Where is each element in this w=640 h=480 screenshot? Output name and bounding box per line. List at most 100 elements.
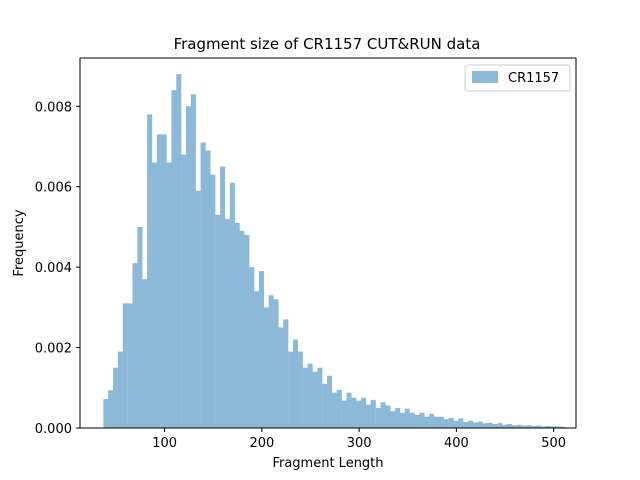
x-tick-label: 300 (347, 436, 372, 451)
histogram-bar (463, 421, 469, 428)
x-tick-label: 100 (152, 436, 177, 451)
histogram-bar (365, 404, 371, 428)
histogram-bar (443, 419, 449, 428)
histogram-bar (453, 420, 459, 428)
y-tick-label: 0.002 (35, 342, 72, 357)
histogram-bar (127, 303, 133, 428)
histogram-bar (346, 392, 352, 428)
histogram-bar (331, 392, 337, 428)
histogram-bar (108, 390, 114, 428)
histogram-bar (273, 299, 279, 428)
histogram-bar (122, 303, 128, 428)
histogram-bar (312, 371, 318, 428)
chart-title: Fragment size of CR1157 CUT&RUN data (174, 35, 481, 53)
histogram-bar (132, 263, 138, 428)
histogram-bar (492, 423, 498, 428)
bar-group (103, 74, 566, 429)
y-axis-ticks: 0.000 0.002 0.004 0.006 0.008 (35, 100, 80, 437)
histogram-bar (195, 190, 201, 428)
histogram-bar (341, 400, 347, 428)
histogram-bar (434, 416, 440, 428)
histogram-bar (229, 182, 235, 428)
histogram-bar (327, 375, 333, 428)
histogram-bar (526, 425, 532, 428)
histogram-bar (317, 367, 323, 428)
histogram-bar (477, 421, 483, 428)
histogram-bar (215, 214, 221, 428)
histogram-bar (487, 422, 493, 428)
histogram-bar (205, 150, 211, 428)
histogram-bar (424, 416, 430, 428)
y-tick-label: 0.008 (35, 100, 72, 115)
histogram-bar (176, 74, 182, 428)
histogram-bar (234, 222, 240, 428)
histogram-bar (117, 351, 123, 428)
histogram-bar (190, 94, 196, 428)
histogram-bar (142, 279, 148, 428)
histogram-bar (429, 413, 435, 428)
histogram-bar (244, 234, 250, 428)
histogram-bar (210, 174, 216, 428)
histogram-bar (468, 420, 474, 428)
histogram-bar (356, 400, 362, 428)
histogram-bar (268, 295, 274, 428)
y-axis-label: Frequency (12, 209, 27, 276)
histogram-bar (550, 426, 556, 428)
x-axis-label: Fragment Length (272, 456, 383, 471)
histogram-bar (380, 402, 386, 428)
histogram-bar (521, 425, 527, 428)
histogram-bar (336, 389, 342, 428)
histogram-bar (511, 425, 517, 428)
histogram-bar (224, 218, 230, 428)
legend: CR1157 (464, 64, 571, 92)
histogram-bar (171, 90, 177, 429)
histogram-bar (361, 397, 367, 428)
histogram-bar (404, 408, 410, 428)
histogram-bar (390, 411, 396, 428)
histogram-bar (263, 307, 269, 428)
histogram-bar (161, 134, 167, 428)
histogram-bar (409, 412, 415, 428)
histogram-bar (288, 351, 294, 428)
histogram-bar (472, 422, 478, 428)
histogram-bar (560, 426, 566, 428)
histogram-bar (307, 363, 313, 428)
histogram-bar (540, 426, 547, 428)
histogram-bar (351, 397, 357, 428)
histogram-bar (181, 154, 187, 428)
histogram-bar (419, 412, 425, 428)
histogram-bar (497, 423, 503, 428)
histogram-bar (395, 407, 401, 428)
x-tick-label: 200 (249, 436, 274, 451)
histogram-bar (545, 425, 551, 428)
histogram-bar (283, 319, 289, 428)
histogram-bar (302, 367, 308, 428)
histogram-bar (531, 425, 537, 428)
histogram-bar (536, 425, 542, 428)
plot-area-frame (79, 57, 577, 429)
histogram-bar (448, 417, 454, 428)
histogram-bar (249, 267, 255, 428)
y-tick-label: 0.004 (35, 261, 72, 276)
histogram-bar (151, 162, 158, 428)
histogram-bar (278, 327, 284, 428)
histogram-bar (186, 106, 192, 428)
histogram-bar (166, 162, 172, 428)
histogram-bar (516, 424, 522, 428)
histogram-bar (297, 351, 303, 428)
histogram-bar (322, 383, 328, 428)
y-tick-label: 0.000 (35, 422, 72, 437)
histogram-bar (506, 423, 513, 428)
legend-label: CR1157 (508, 71, 559, 86)
histogram-bar (113, 367, 119, 428)
histogram-bar (220, 166, 226, 428)
histogram-bar (137, 226, 143, 428)
histogram-bar (103, 399, 109, 428)
histogram-bar (254, 291, 260, 428)
histogram-bar (156, 134, 162, 428)
x-tick-label: 500 (541, 436, 566, 451)
histogram-bar (458, 418, 464, 428)
histogram-bar (482, 423, 488, 428)
histogram-bar (239, 230, 245, 428)
